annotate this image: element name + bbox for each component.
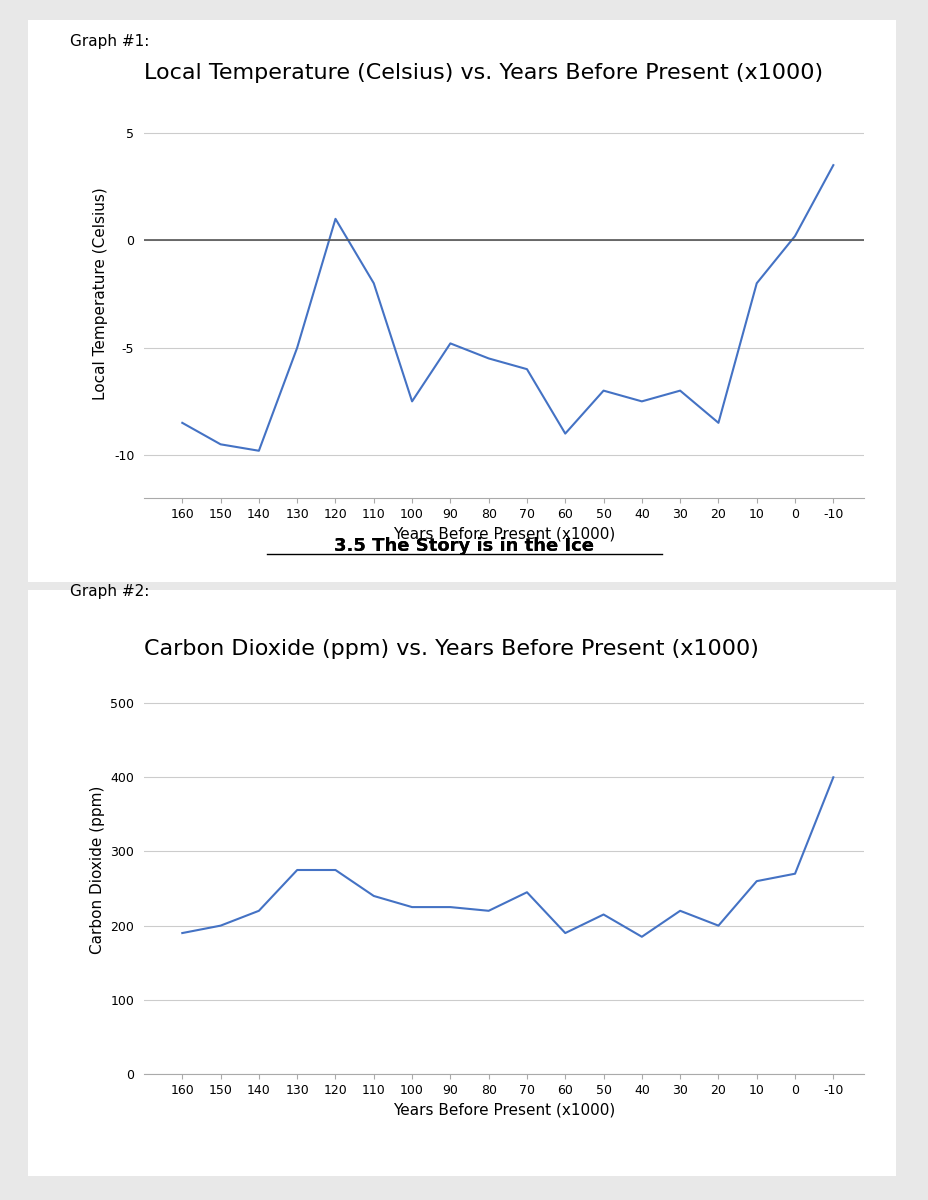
Text: Carbon Dioxide (ppm) vs. Years Before Present (x1000): Carbon Dioxide (ppm) vs. Years Before Pr… — [144, 638, 758, 659]
Text: Graph #2:: Graph #2: — [70, 584, 148, 599]
Y-axis label: Local Temperature (Celsius): Local Temperature (Celsius) — [93, 187, 109, 401]
X-axis label: Years Before Present (x1000): Years Before Present (x1000) — [393, 1103, 614, 1117]
X-axis label: Years Before Present (x1000): Years Before Present (x1000) — [393, 527, 614, 541]
Text: Graph #1:: Graph #1: — [70, 34, 148, 49]
Y-axis label: Carbon Dioxide (ppm): Carbon Dioxide (ppm) — [90, 786, 105, 954]
Text: 3.5 The Story is in the Ice: 3.5 The Story is in the Ice — [334, 538, 594, 554]
Text: Local Temperature (Celsius) vs. Years Before Present (x1000): Local Temperature (Celsius) vs. Years Be… — [144, 62, 822, 83]
Text: 3.5 The Story is in the Ice: 3.5 The Story is in the Ice — [334, 538, 594, 554]
